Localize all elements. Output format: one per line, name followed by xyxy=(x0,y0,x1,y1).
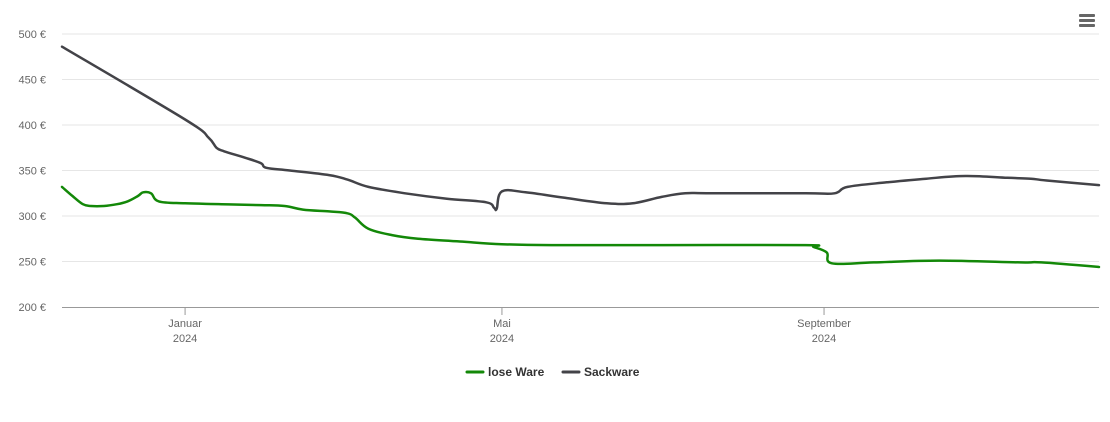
y-tick-label: 300 € xyxy=(18,211,46,223)
y-tick-label: 200 € xyxy=(18,302,46,314)
y-tick-label: 250 € xyxy=(18,257,46,269)
legend-label: lose Ware xyxy=(488,365,545,379)
menu-bar xyxy=(1079,24,1095,27)
x-tick-label-month: September xyxy=(797,318,851,330)
y-tick-label: 400 € xyxy=(18,120,46,132)
series-line-lose-ware xyxy=(60,185,1101,269)
legend-label: Sackware xyxy=(584,365,640,379)
x-tick-label-year: 2024 xyxy=(490,333,514,345)
series-line-sackware xyxy=(60,45,1101,212)
legend-item-lose-ware[interactable]: lose Ware xyxy=(465,365,545,379)
legend[interactable]: lose Ware Sackware xyxy=(465,365,640,379)
x-tick-label-month: Mai xyxy=(493,318,511,330)
x-tick-label-year: 2024 xyxy=(812,333,836,345)
series-layer xyxy=(60,45,1101,269)
x-axis: Januar 2024 Mai 2024 September 2024 xyxy=(62,307,1099,345)
hamburger-menu-icon[interactable] xyxy=(1076,12,1098,32)
y-tick-label: 350 € xyxy=(18,166,46,178)
y-axis: 200 € 250 € 300 € 350 € 400 € 450 € 500 € xyxy=(18,29,46,314)
x-tick-label-month: Januar xyxy=(168,318,202,330)
legend-item-sackware[interactable]: Sackware xyxy=(561,365,640,379)
y-tick-label: 500 € xyxy=(18,29,46,41)
y-tick-label: 450 € xyxy=(18,75,46,87)
menu-bar xyxy=(1079,19,1095,22)
x-tick-label-year: 2024 xyxy=(173,333,197,345)
menu-bar xyxy=(1079,14,1095,17)
